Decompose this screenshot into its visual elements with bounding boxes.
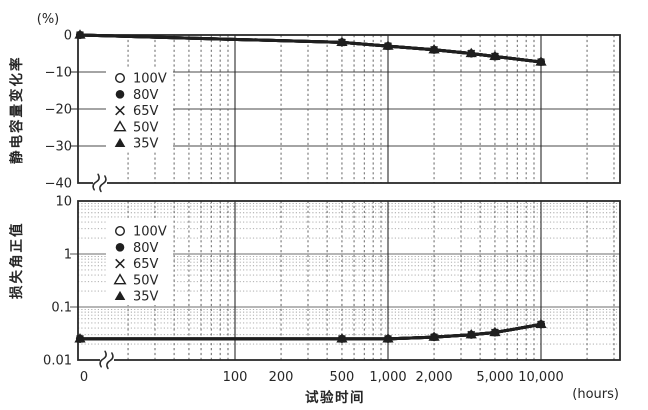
top-y-axis-title: 静电容量变化率 [9,55,25,165]
series-line-80V [79,33,542,64]
plot-frame [77,200,621,361]
open-circle-marker [114,72,125,83]
filled-triangle-marker [383,334,393,342]
filled-circle-marker [115,90,125,99]
filled-triangle-marker [466,49,476,57]
filled-triangle-marker [429,45,439,53]
axis-break-icon [92,173,107,193]
bottom-y-axis-title: 损失角正值 [9,221,25,300]
open-circle-marker [114,225,125,236]
legend-label-50V: 50V [133,273,159,288]
filled-triangle-marker [536,57,546,65]
series-line-65V [79,33,542,64]
plot-frame [77,34,621,184]
x-axis-title: 试验时间 [305,390,365,406]
x-tick-label: 2,000 [415,370,452,385]
filled-triangle-marker [114,137,126,147]
y-tick-label: 1 [64,248,72,263]
x-tick-label: 500 [330,370,355,385]
filled-triangle-marker [383,41,393,49]
filled-circle-marker [115,243,125,252]
y-tick-label: 0.1 [51,301,72,316]
y-tick-label: 10 [55,195,72,210]
x-tick-label: 0 [80,370,88,385]
legend-label-65V: 65V [133,257,159,272]
legend-label-100V: 100V [133,225,167,240]
y-tick-label: −20 [45,103,72,118]
x-tick-label: 200 [269,370,294,385]
x-tick-label: 5,000 [476,370,513,385]
filled-triangle-marker [75,30,85,38]
series-line-50V [79,33,542,64]
x-stroke [115,258,125,269]
filled-triangle-marker [490,52,500,60]
open-triangle-marker [113,273,127,285]
filled-triangle-marker [536,319,546,328]
filled-triangle-marker [490,328,500,336]
y-tick-label: −10 [45,66,72,81]
filled-triangle-marker [466,330,476,338]
filled-triangle-marker [337,334,347,342]
series-line-100V [79,33,542,64]
legend-label-80V: 80V [133,88,159,103]
top-y-axis-unit: (%) [36,12,60,27]
y-tick-label: 0.01 [43,354,72,369]
y-tick-label: −30 [45,140,72,155]
legend-label-35V: 35V [133,137,159,152]
open-triangle-marker [113,120,127,132]
legend-label-35V: 35V [133,290,159,305]
x-tick-label: 1,000 [369,370,406,385]
x-tick-label: 100 [223,370,248,385]
axis-break-icon [99,350,114,370]
legend-label-80V: 80V [133,241,159,256]
y-tick-label: 0 [64,29,72,44]
x-axis-unit: (hours) [572,387,619,402]
x-cross-marker [115,258,125,269]
filled-triangle-marker [114,290,126,300]
filled-triangle-marker [429,332,439,341]
filled-triangle-marker [75,334,85,342]
x-tick-label: 10,000 [518,370,564,385]
x-stroke [115,105,125,116]
series-line-35V [79,33,542,64]
filled-triangle-marker [337,38,347,46]
legend-label-65V: 65V [133,104,159,119]
legend-label-50V: 50V [133,120,159,135]
legend-label-100V: 100V [133,72,167,87]
y-tick-label: −40 [45,177,72,192]
x-cross-marker [115,105,125,116]
